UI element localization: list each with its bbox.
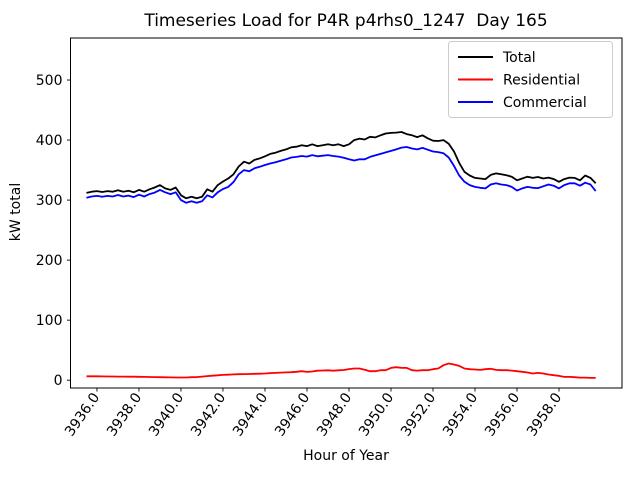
series-line-commercial bbox=[86, 146, 597, 204]
x-tick-label-3936.0: 3936.0 bbox=[62, 390, 103, 439]
series-line-residential bbox=[86, 362, 596, 379]
x-tick-label-3938.0: 3938.0 bbox=[104, 390, 145, 439]
legend-box bbox=[448, 41, 613, 118]
y-tick-label-500: 500 bbox=[36, 73, 63, 89]
legend: Total Residential Commercial bbox=[448, 41, 613, 118]
legend-label-residential: Residential bbox=[503, 73, 580, 89]
y-axis-label: kW total bbox=[8, 183, 24, 241]
x-tick-label-3944.0: 3944.0 bbox=[230, 390, 271, 439]
y-tick-label-400: 400 bbox=[36, 133, 63, 149]
x-axis-label: Hour of Year bbox=[303, 448, 389, 464]
plot-area bbox=[86, 131, 597, 379]
x-tick-label-3950.0: 3950.0 bbox=[356, 390, 397, 439]
y-tick-label-100: 100 bbox=[36, 313, 63, 329]
x-tick-label-3942.0: 3942.0 bbox=[188, 390, 229, 439]
x-tick-label-3940.0: 3940.0 bbox=[146, 390, 187, 439]
axes-frame bbox=[70, 37, 623, 389]
series-line-total bbox=[86, 131, 597, 200]
chart-title: Timeseries Load for P4R p4rhs0_1247 Day … bbox=[143, 11, 547, 31]
x-tick-label-3952.0: 3952.0 bbox=[398, 390, 439, 439]
y-tick-label-300: 300 bbox=[36, 193, 63, 209]
legend-label-commercial: Commercial bbox=[503, 95, 587, 111]
y-tick-label-0: 0 bbox=[54, 373, 63, 389]
y-tick-label-200: 200 bbox=[36, 253, 63, 269]
legend-label-total: Total bbox=[502, 50, 536, 66]
x-tick-label-3958.0: 3958.0 bbox=[524, 390, 565, 439]
x-tick-label-3956.0: 3956.0 bbox=[482, 390, 523, 439]
x-tick-label-3954.0: 3954.0 bbox=[440, 390, 481, 439]
x-tick-label-3946.0: 3946.0 bbox=[272, 390, 313, 439]
x-tick-label-3948.0: 3948.0 bbox=[314, 390, 355, 439]
axis-ticks: 3936.0 3938.0 3940.0 3942.0 3944.0 3946.0 3948… bbox=[36, 73, 566, 439]
